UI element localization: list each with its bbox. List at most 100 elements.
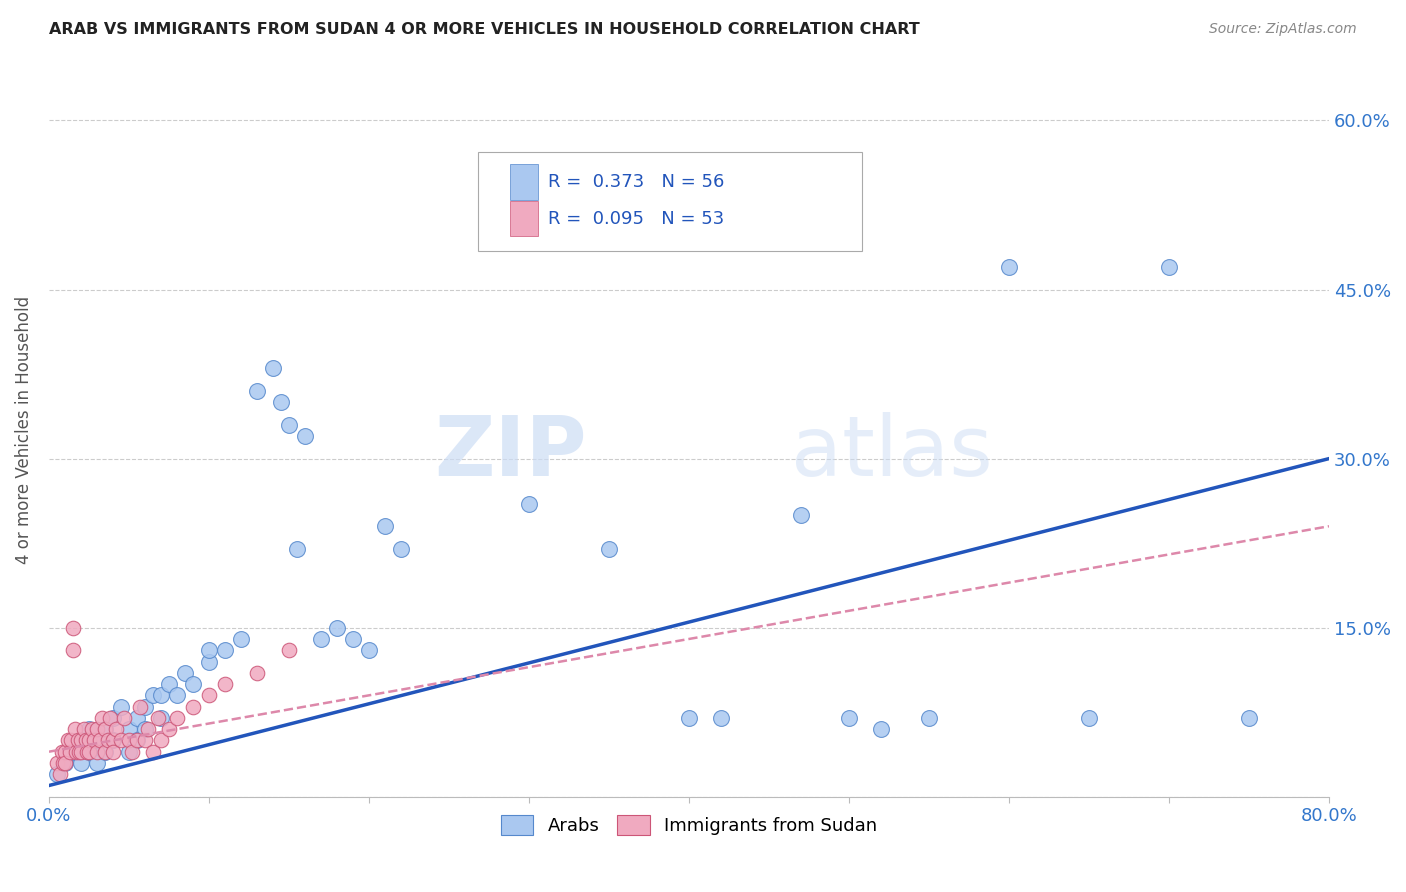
Point bbox=[89, 733, 111, 747]
Point bbox=[918, 711, 941, 725]
Point bbox=[125, 733, 148, 747]
Point bbox=[278, 643, 301, 657]
Point bbox=[94, 722, 117, 736]
Point bbox=[70, 756, 93, 770]
Point bbox=[63, 722, 86, 736]
Point bbox=[94, 745, 117, 759]
Point bbox=[73, 722, 96, 736]
Point bbox=[278, 417, 301, 432]
Point bbox=[838, 711, 860, 725]
Point bbox=[49, 767, 72, 781]
Point bbox=[98, 711, 121, 725]
Text: ARAB VS IMMIGRANTS FROM SUDAN 4 OR MORE VEHICLES IN HOUSEHOLD CORRELATION CHART: ARAB VS IMMIGRANTS FROM SUDAN 4 OR MORE … bbox=[49, 22, 920, 37]
Point bbox=[174, 665, 197, 680]
Point bbox=[105, 722, 128, 736]
Point bbox=[342, 632, 364, 646]
Point bbox=[198, 689, 221, 703]
Point bbox=[82, 722, 104, 736]
Point bbox=[46, 756, 69, 770]
Point bbox=[198, 655, 221, 669]
Point bbox=[70, 745, 93, 759]
Point bbox=[1157, 260, 1180, 274]
Text: Source: ZipAtlas.com: Source: ZipAtlas.com bbox=[1209, 22, 1357, 37]
Point bbox=[77, 722, 100, 736]
Point bbox=[134, 733, 156, 747]
Point bbox=[198, 643, 221, 657]
Point bbox=[70, 733, 93, 747]
Point bbox=[67, 745, 90, 759]
Point bbox=[53, 756, 76, 770]
Text: R =  0.373   N = 56: R = 0.373 N = 56 bbox=[548, 173, 724, 191]
Point bbox=[517, 497, 540, 511]
Point bbox=[101, 733, 124, 747]
Point bbox=[110, 733, 132, 747]
Point bbox=[112, 711, 135, 725]
Point bbox=[142, 689, 165, 703]
Point bbox=[246, 665, 269, 680]
Point bbox=[598, 541, 620, 556]
FancyBboxPatch shape bbox=[478, 152, 862, 251]
Point bbox=[246, 384, 269, 398]
Point bbox=[285, 541, 308, 556]
Y-axis label: 4 or more Vehicles in Household: 4 or more Vehicles in Household bbox=[15, 296, 32, 565]
Point bbox=[142, 745, 165, 759]
Point bbox=[77, 733, 100, 747]
Point bbox=[94, 722, 117, 736]
Point bbox=[118, 722, 141, 736]
Point bbox=[86, 722, 108, 736]
Point bbox=[146, 711, 169, 725]
Point bbox=[294, 429, 316, 443]
Point bbox=[181, 677, 204, 691]
Point bbox=[46, 767, 69, 781]
Legend: Arabs, Immigrants from Sudan: Arabs, Immigrants from Sudan bbox=[501, 814, 877, 836]
Point bbox=[66, 733, 89, 747]
Point bbox=[214, 643, 236, 657]
Point bbox=[1078, 711, 1101, 725]
Point bbox=[110, 699, 132, 714]
Point bbox=[229, 632, 252, 646]
Point bbox=[149, 733, 172, 747]
Point bbox=[157, 722, 180, 736]
FancyBboxPatch shape bbox=[510, 164, 538, 200]
Point bbox=[53, 745, 76, 759]
Point bbox=[65, 745, 87, 759]
Point bbox=[309, 632, 332, 646]
Point bbox=[59, 745, 82, 759]
Point bbox=[75, 733, 97, 747]
Point bbox=[53, 756, 76, 770]
Point bbox=[83, 733, 105, 747]
Point bbox=[374, 519, 396, 533]
Point bbox=[166, 689, 188, 703]
Point bbox=[998, 260, 1021, 274]
Point bbox=[62, 745, 84, 759]
Text: ZIP: ZIP bbox=[434, 412, 586, 493]
Point bbox=[118, 733, 141, 747]
Point bbox=[125, 711, 148, 725]
Point bbox=[166, 711, 188, 725]
Point bbox=[94, 745, 117, 759]
Point bbox=[129, 699, 152, 714]
Point bbox=[97, 733, 120, 747]
Point bbox=[77, 745, 100, 759]
Point bbox=[389, 541, 412, 556]
Point bbox=[60, 733, 83, 747]
Point bbox=[149, 689, 172, 703]
Point bbox=[62, 643, 84, 657]
Point bbox=[710, 711, 733, 725]
Point bbox=[157, 677, 180, 691]
Point bbox=[134, 699, 156, 714]
Point bbox=[56, 733, 79, 747]
Point bbox=[136, 722, 159, 736]
Point bbox=[121, 745, 143, 759]
Point bbox=[52, 756, 75, 770]
Point bbox=[86, 745, 108, 759]
Point bbox=[86, 733, 108, 747]
Point bbox=[181, 699, 204, 714]
Point bbox=[357, 643, 380, 657]
Point bbox=[51, 745, 73, 759]
Point bbox=[62, 621, 84, 635]
Point bbox=[870, 722, 893, 736]
Point bbox=[134, 722, 156, 736]
Point bbox=[86, 756, 108, 770]
Point bbox=[790, 508, 813, 522]
